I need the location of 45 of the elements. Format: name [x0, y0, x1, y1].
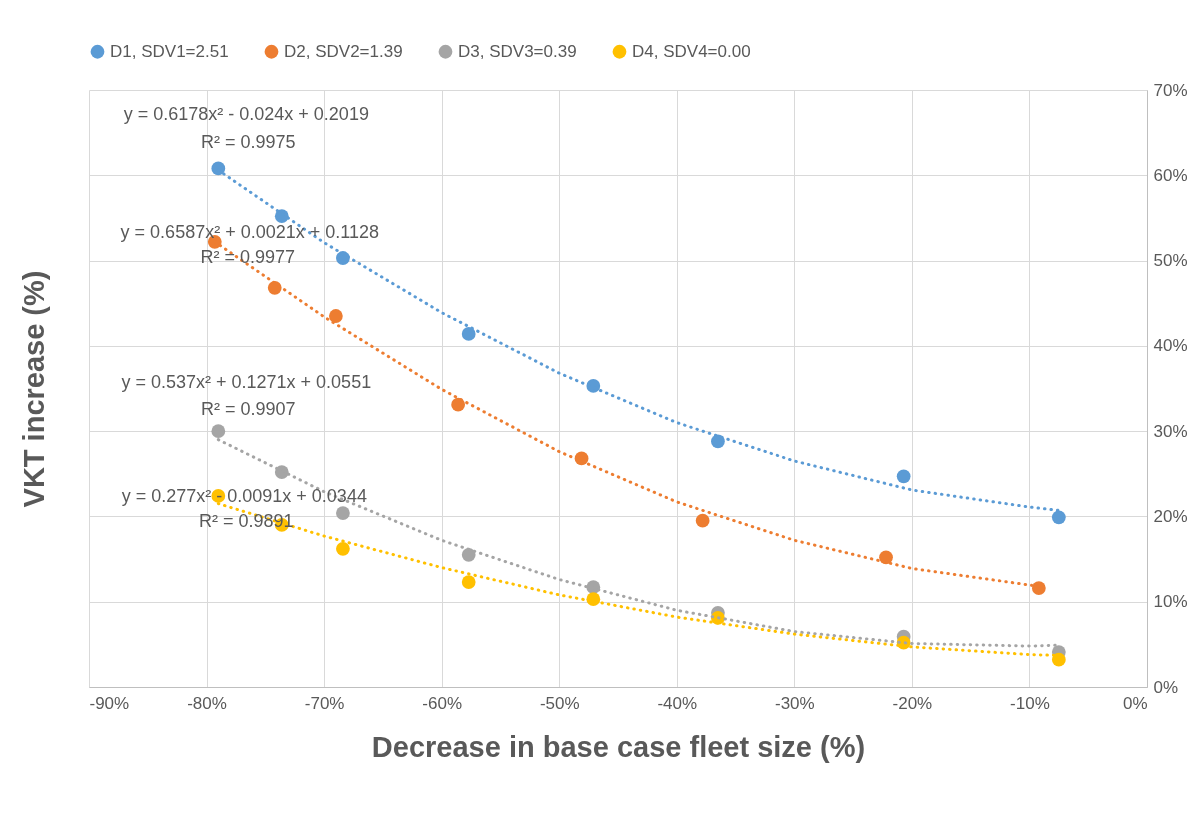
point — [461, 575, 476, 589]
y-tick-label: 50% — [1153, 251, 1188, 271]
y-tick-label: 10% — [1153, 592, 1188, 612]
y-tick-label: 20% — [1153, 506, 1188, 526]
x-tick-label: -10% — [1010, 693, 1050, 713]
point — [461, 547, 476, 562]
legend-label: D3, SDV3=0.39 — [458, 41, 577, 61]
point — [695, 513, 710, 528]
point — [461, 327, 476, 341]
x-tick-label: -70% — [304, 693, 345, 713]
x-tick-label: -20% — [892, 693, 933, 713]
x-tick-label: -30% — [774, 693, 815, 713]
legend-label: D1, SDV1=2.51 — [110, 41, 229, 61]
y-tick-label: 40% — [1153, 336, 1188, 356]
point — [211, 424, 226, 439]
annotation: R² = 0.9975 — [201, 132, 296, 153]
point — [336, 541, 350, 556]
x-tick-label: -40% — [657, 693, 698, 713]
point — [879, 550, 893, 565]
annotation: R² = 0.9907 — [201, 399, 296, 420]
legend-label: D2, SDV2=1.39 — [284, 41, 403, 61]
point — [336, 506, 350, 520]
y-tick-label: 0% — [1153, 677, 1179, 697]
annotation: y = 0.6178x² - 0.024x + 0.2019 — [123, 104, 369, 125]
point — [1051, 510, 1066, 525]
x-tick-label: -50% — [539, 693, 580, 713]
annotation: y = 0.6587x² + 0.0021x + 0.1128 — [120, 221, 379, 242]
legend-label: D4, SDV4=0.00 — [632, 41, 751, 61]
point — [451, 397, 466, 412]
y-tick-label: 70% — [1153, 80, 1188, 100]
y-tick-label: 30% — [1153, 421, 1188, 441]
x-tick-label: -60% — [422, 693, 463, 713]
annotation: y = 0.277x² - 0.0091x + 0.0344 — [121, 485, 367, 506]
x-tick-label: -90% — [89, 693, 130, 713]
point — [1031, 581, 1046, 595]
point — [328, 309, 343, 323]
point — [896, 469, 911, 484]
x-tick-label: -80% — [187, 693, 227, 713]
x-tick-label: 0% — [1122, 693, 1148, 713]
annotation: y = 0.537x² + 0.1271x + 0.0551 — [121, 372, 372, 393]
y-axis-title: VKT increase (%) — [17, 270, 50, 508]
point — [1051, 652, 1066, 667]
y-tick-label: 60% — [1153, 165, 1188, 185]
x-axis-title: Decrease in base case fleet size (%) — [371, 730, 866, 763]
annotation: R² = 0.9977 — [200, 246, 296, 267]
